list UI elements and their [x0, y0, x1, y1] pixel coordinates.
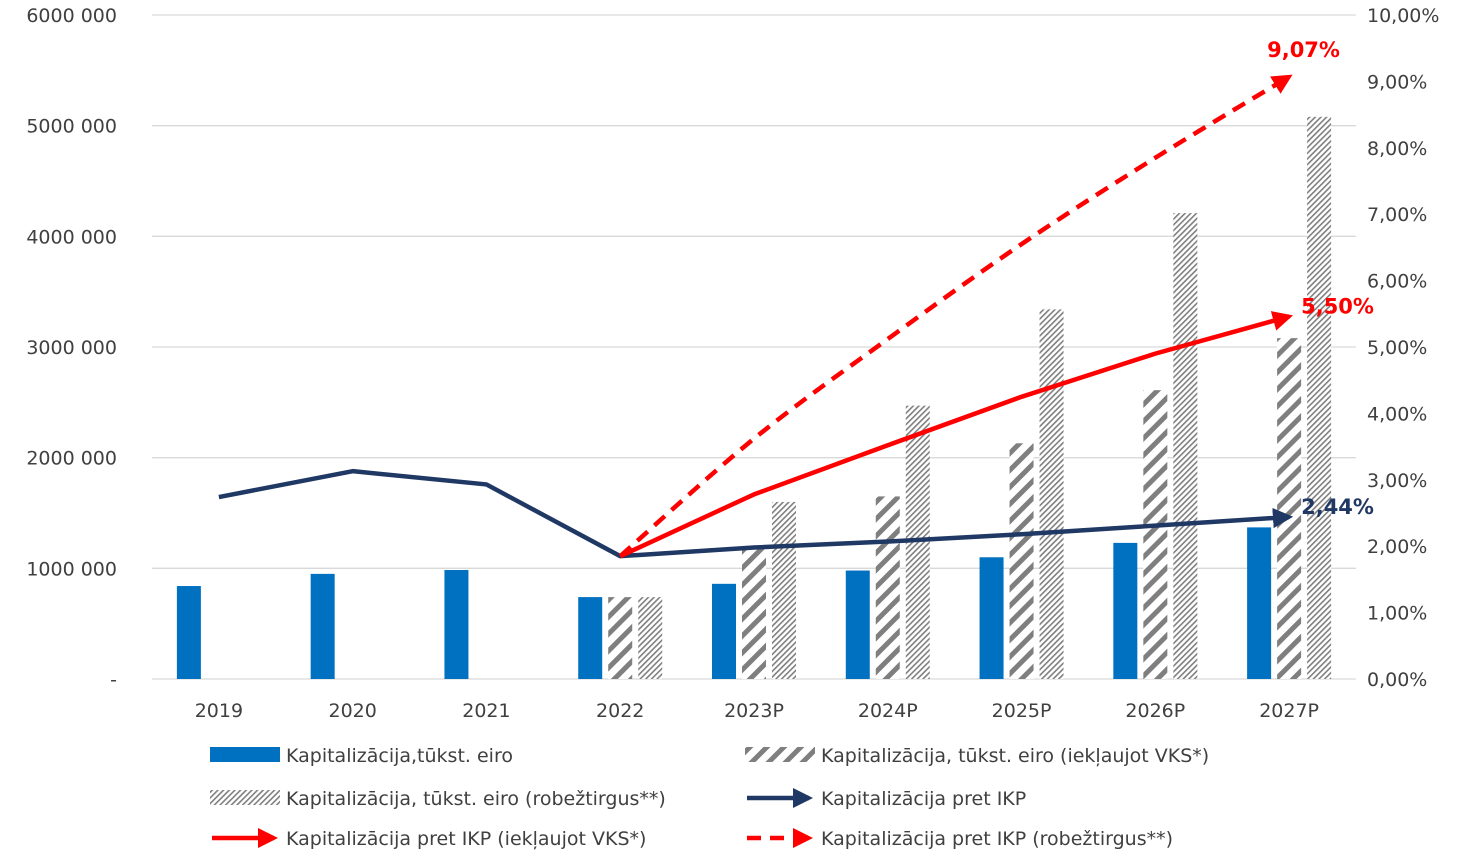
bar [1247, 527, 1272, 679]
bar [845, 570, 870, 679]
right-tick-label: 9,00% [1367, 71, 1427, 93]
line-series [218, 468, 1294, 559]
bar [1039, 309, 1064, 679]
bar [1173, 213, 1198, 680]
bar [772, 501, 796, 679]
x-tick-label: 2027P [1259, 700, 1319, 722]
left-tick-label: 4000 000 [26, 226, 117, 248]
right-tick-label: 5,00% [1367, 337, 1427, 359]
bar [1009, 443, 1034, 679]
legend-item: Kapitalizācija,tūkst. eiro [210, 745, 513, 767]
right-tick-label: 3,00% [1367, 470, 1427, 492]
end-value-label: 2,44% [1301, 495, 1374, 519]
bar [638, 597, 663, 679]
legend-label: Kapitalizācija pret IKP [821, 788, 1026, 810]
legend-swatch [745, 747, 815, 762]
left-tick-label: 6000 000 [26, 5, 117, 27]
x-tick-label: 2025P [992, 700, 1052, 722]
bar [712, 583, 736, 679]
right-tick-label: 2,00% [1367, 536, 1427, 558]
legend-label: Kapitalizācija, tūkst. eiro (iekļaujot V… [821, 745, 1209, 767]
bar [875, 496, 900, 679]
bar [608, 597, 633, 679]
x-tick-label: 2026P [1125, 700, 1185, 722]
legend-item: Kapitalizācija pret IKP (robežtirgus**) [747, 827, 1173, 850]
left-tick-label: 5000 000 [26, 116, 117, 138]
left-tick-label: 1000 000 [26, 558, 117, 580]
left-tick-label: - [110, 669, 117, 691]
gridlines [152, 14, 1356, 680]
legend-label: Kapitalizācija pret IKP (robežtirgus**) [821, 828, 1173, 850]
bar [1113, 542, 1138, 679]
right-tick-label: 8,00% [1367, 138, 1427, 160]
bar [176, 586, 201, 679]
left-axis-ticks: - 1000 000 2000 000 3000 000 4000 000 5000 00… [26, 5, 117, 691]
left-tick-label: 2000 000 [26, 448, 117, 470]
x-tick-label: 2020 [328, 700, 376, 722]
bar [310, 573, 335, 679]
legend-item: Kapitalizācija, tūkst. eiro (robežtirgus… [210, 788, 666, 810]
legend-label: Kapitalizācija pret IKP (iekļaujot VKS*) [286, 828, 646, 850]
legend-swatch [210, 747, 280, 762]
x-tick-label: 2024P [858, 700, 918, 722]
x-tick-label: 2021 [462, 700, 510, 722]
x-axis-ticks: 2019 2020 2021 2022 2023P 2024P 2025P 2026P 2027… [195, 700, 1319, 722]
bar [578, 597, 603, 679]
end-value-label: 9,07% [1267, 38, 1340, 62]
legend-item: Kapitalizācija pret IKP [747, 787, 1026, 810]
right-tick-label: 4,00% [1367, 403, 1427, 425]
bar [742, 546, 766, 679]
bar [1143, 390, 1168, 679]
right-tick-label: 7,00% [1367, 204, 1427, 226]
legend-item: Kapitalizācija, tūkst. eiro (iekļaujot V… [745, 745, 1209, 767]
x-tick-label: 2019 [195, 700, 243, 722]
line-series [619, 311, 1294, 559]
right-tick-label: 0,00% [1367, 669, 1427, 691]
right-tick-label: 1,00% [1367, 603, 1427, 625]
legend-label: Kapitalizācija, tūkst. eiro (robežtirgus… [286, 788, 666, 810]
legend: Kapitalizācija,tūkst. eiro Kapitalizācija… [210, 745, 1209, 850]
lines: 2,44% 5,50% 9,07% [218, 38, 1374, 559]
legend-item: Kapitalizācija pret IKP (iekļaujot VKS*) [212, 827, 646, 850]
bar [979, 557, 1004, 679]
right-axis-ticks: 0,00% 1,00% 2,00% 3,00% 4,00% 5,00% 6,00% 7,00%… [1367, 5, 1439, 691]
right-tick-label: 6,00% [1367, 271, 1427, 293]
bar [1307, 116, 1332, 679]
end-value-label: 5,50% [1301, 294, 1374, 318]
bar [444, 569, 469, 679]
bar [1277, 338, 1302, 679]
x-tick-label: 2023P [724, 700, 784, 722]
line-series [618, 74, 1293, 558]
left-tick-label: 3000 000 [26, 337, 117, 359]
bars [176, 116, 1332, 680]
legend-swatch [210, 790, 280, 805]
x-tick-label: 2022 [596, 700, 644, 722]
right-tick-label: 10,00% [1367, 5, 1439, 27]
legend-label: Kapitalizācija,tūkst. eiro [286, 745, 513, 767]
